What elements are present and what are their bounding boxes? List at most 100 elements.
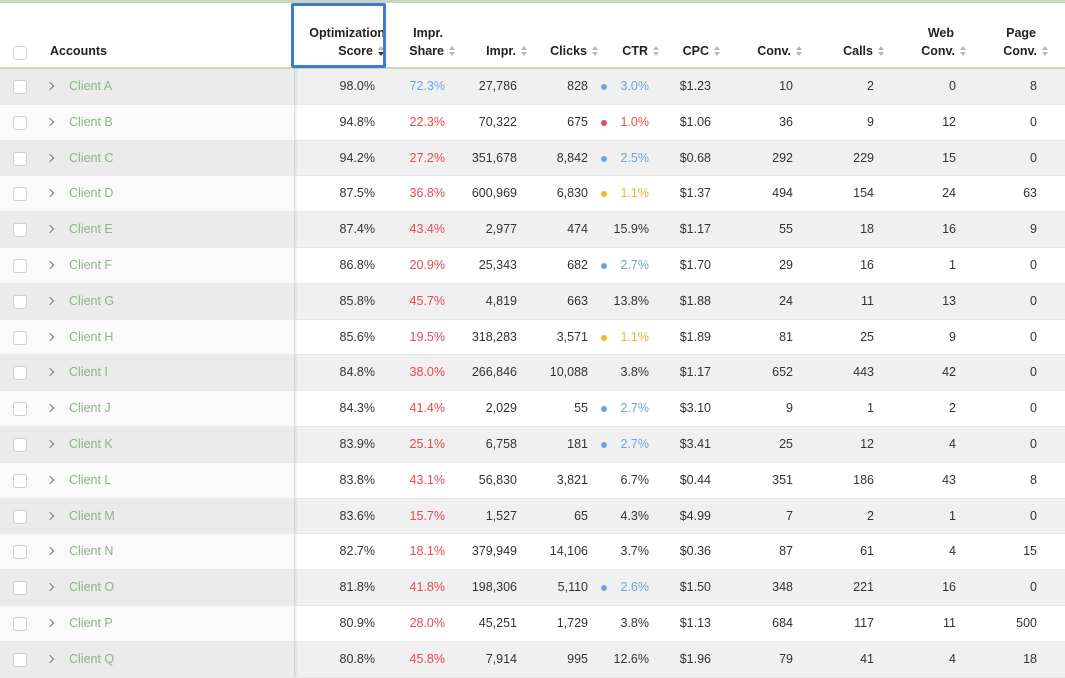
cell-web: 43 [942,472,956,487]
select-all-checkbox[interactable] [13,46,27,60]
account-name-link[interactable]: Client A [69,79,113,93]
header-cpc[interactable]: CPC [683,42,721,60]
sort-icon[interactable] [1042,45,1049,56]
table-row[interactable]: Client I 84.8% 38.0% 266,846 10,088 3.8% $1.17… [0,355,1065,392]
cell-ctr: 2.6% [620,580,650,595]
row-checkbox[interactable] [13,259,27,273]
cell-opt: 87.4% [339,222,375,237]
header-page-conv[interactable]: Page Conv. [1003,24,1049,60]
row-checkbox[interactable] [13,80,27,94]
account-name-link[interactable]: Client D [69,186,114,201]
table-row[interactable]: Client B 94.8% 22.3% 70,322 675 1.0% $1.06 36 9 1… [0,104,1065,141]
table-row[interactable]: Client M 83.6% 15.7% 1,527 65 4.3% $4.99 7 2 1 0 [0,498,1065,535]
sort-icon[interactable] [653,45,660,56]
account-name-link[interactable]: Client O [69,580,115,595]
account-name-link[interactable]: Client K [69,437,113,451]
header-conv[interactable]: Conv. [757,42,803,60]
optimization-score-highlight [291,3,386,68]
cell-impr: 2,029 [485,401,517,416]
header-impr-share[interactable]: Impr. Share [409,24,456,60]
table-row[interactable]: Client G 85.8% 45.7% 4,819 663 13.8% $1.88 24 11… [0,283,1065,320]
row-checkbox[interactable] [13,330,27,345]
cell-ctr: 3.8% [620,365,650,380]
row-checkbox[interactable] [13,402,27,417]
table-row[interactable]: Client E 87.4% 43.4% 2,977 474 15.9% $1.17 55 18… [0,212,1065,248]
row-checkbox[interactable] [13,473,27,488]
row-checkbox[interactable] [13,187,27,202]
cell-web: 1 [949,508,956,523]
header-web-conv[interactable]: Web Conv. [921,24,967,60]
frozen-cell [0,69,295,104]
header-impr[interactable]: Impr. [486,42,528,60]
sort-icon[interactable] [960,45,967,56]
account-name-link[interactable]: Client B [69,114,113,129]
account-name-link[interactable]: Client L [69,472,112,487]
table-row[interactable]: Client K 83.9% 25.1% 6,758 181 2.7% $3.41 25 12 4… [0,427,1065,463]
header-calls[interactable]: Calls [843,42,885,60]
sort-icon[interactable] [878,45,885,56]
cell-calls: 229 [853,150,874,165]
account-name-link[interactable]: Client P [69,616,113,630]
table-row[interactable]: Client H 85.6% 19.5% 318,283 3,571 1.1% $1.89 8… [0,319,1065,356]
sort-icon[interactable] [714,45,721,56]
cell-calls: 41 [860,651,874,666]
account-name-link[interactable]: Client I [69,365,108,380]
account-name-link[interactable]: Client J [69,401,111,416]
frozen-cell [0,570,295,605]
table-row[interactable]: Client C 94.2% 27.2% 351,678 8,842 2.5% $0.68 2… [0,140,1065,177]
table-row[interactable]: Client J 84.3% 41.4% 2,029 55 2.7% $3.10 9 1 2 0 [0,391,1065,427]
row-checkbox[interactable] [13,438,27,452]
sort-desc-icon[interactable] [378,45,385,56]
cell-web: 2 [949,401,956,416]
row-checkbox[interactable] [13,115,27,130]
cell-share: 45.7% [409,293,445,308]
sort-icon[interactable] [521,45,528,56]
cell-impr: 70,322 [478,114,517,129]
row-checkbox[interactable] [13,294,27,309]
row-checkbox[interactable] [13,652,27,667]
ctr-status-dot-icon [601,406,607,413]
sort-icon[interactable] [449,45,456,56]
row-checkbox[interactable] [13,617,27,631]
frozen-cell [0,176,295,212]
cell-opt: 82.7% [339,544,375,559]
header-share-line1: Impr. [413,26,443,40]
account-name-link[interactable]: Client H [69,329,114,344]
table-row[interactable]: Client N 82.7% 18.1% 379,949 14,106 3.7% $0.36… [0,534,1065,571]
cell-opt: 80.9% [339,616,375,630]
row-checkbox[interactable] [13,151,27,166]
account-name-link[interactable]: Client N [69,544,114,559]
table-row[interactable]: Client P 80.9% 28.0% 45,251 1,729 3.8% $1.13 68… [0,606,1065,642]
cell-cpc: $1.96 [679,651,711,666]
row-checkbox[interactable] [13,581,27,596]
table-row[interactable]: Client O 81.8% 41.8% 198,306 5,110 2.6% $1.50 3… [0,570,1065,606]
table-row[interactable]: Client A 98.0% 72.3% 27,786 828 3.0% $1.23 10 2 0… [0,69,1065,105]
cell-cpc: $3.10 [679,401,711,416]
table-row[interactable]: Client D 87.5% 36.8% 600,969 6,830 1.1% $1.37 4… [0,176,1065,213]
table-row[interactable]: Client L 83.8% 43.1% 56,830 3,821 6.7% $0.44 35… [0,462,1065,499]
sort-icon[interactable] [592,45,599,56]
header-clicks[interactable]: Clicks [550,42,599,60]
account-name-link[interactable]: Client Q [69,651,115,666]
cell-calls: 186 [853,472,874,487]
row-checkbox[interactable] [13,545,27,560]
header-accounts[interactable]: Accounts [50,42,107,60]
cell-cpc: $1.50 [679,580,711,595]
header-ctr[interactable]: CTR [622,42,660,60]
row-checkbox[interactable] [13,223,27,238]
account-name-link[interactable]: Client M [69,508,115,523]
account-name-link[interactable]: Client F [69,258,113,272]
header-impr-label: Impr. [486,44,516,58]
account-name-link[interactable]: Client E [69,222,113,237]
row-checkbox[interactable] [13,366,27,381]
cell-conv: 25 [779,437,793,451]
row-checkbox[interactable] [13,509,27,524]
account-name-link[interactable]: Client C [69,150,114,165]
table-row[interactable]: Client F 86.8% 20.9% 25,343 682 2.7% $1.70 29 16… [0,248,1065,284]
account-name-link[interactable]: Client G [69,293,115,308]
cell-conv: 36 [779,114,793,129]
header-optimization-score[interactable]: Optimization Score [309,24,385,60]
cell-ctr: 4.3% [620,508,650,523]
table-row[interactable]: Client Q 80.8% 45.8% 7,914 995 12.6% $1.96 79 41… [0,641,1065,678]
sort-icon[interactable] [796,45,803,56]
